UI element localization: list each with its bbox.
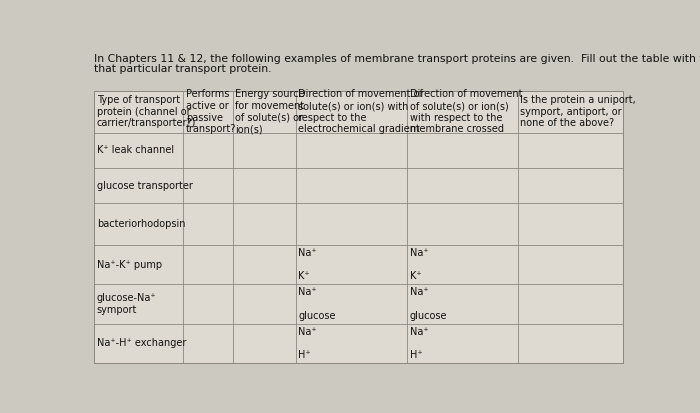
Text: Na⁺

glucose: Na⁺ glucose bbox=[298, 287, 336, 320]
Text: glucose transporter: glucose transporter bbox=[97, 180, 192, 190]
Text: Na⁺

K⁺: Na⁺ K⁺ bbox=[410, 248, 428, 281]
Text: Na⁺-H⁺ exchanger: Na⁺-H⁺ exchanger bbox=[97, 338, 186, 348]
Text: Na⁺

glucose: Na⁺ glucose bbox=[410, 287, 447, 320]
Text: Direction of movement
of solute(s) or ion(s)
with respect to the
membrane crosse: Direction of movement of solute(s) or io… bbox=[410, 90, 522, 134]
Text: Na⁺-K⁺ pump: Na⁺-K⁺ pump bbox=[97, 260, 162, 270]
Text: Na⁺

H⁺: Na⁺ H⁺ bbox=[410, 327, 428, 360]
Text: In Chapters 11 & 12, the following examples of membrane transport proteins are g: In Chapters 11 & 12, the following examp… bbox=[94, 55, 700, 64]
Text: Direction of movement of
solute(s) or ion(s) with
respect to the
electrochemical: Direction of movement of solute(s) or io… bbox=[298, 90, 424, 134]
Text: Energy source
for movement
of solute(s) or
ion(s): Energy source for movement of solute(s) … bbox=[235, 90, 305, 134]
Text: Type of transport
protein (channel or
carrier/transporter?): Type of transport protein (channel or ca… bbox=[97, 95, 196, 128]
Text: Performs
active or
passive
transport?: Performs active or passive transport? bbox=[186, 90, 236, 134]
Text: glucose-Na⁺
symport: glucose-Na⁺ symport bbox=[97, 293, 156, 315]
Text: Na⁺

K⁺: Na⁺ K⁺ bbox=[298, 248, 317, 281]
Text: Na⁺

H⁺: Na⁺ H⁺ bbox=[298, 327, 317, 360]
Text: that particular transport protein.: that particular transport protein. bbox=[94, 64, 272, 74]
Text: bacteriorhodopsin: bacteriorhodopsin bbox=[97, 219, 186, 229]
Text: Is the protein a uniport,
symport, antiport, or
none of the above?: Is the protein a uniport, symport, antip… bbox=[520, 95, 636, 128]
Text: K⁺ leak channel: K⁺ leak channel bbox=[97, 145, 174, 155]
